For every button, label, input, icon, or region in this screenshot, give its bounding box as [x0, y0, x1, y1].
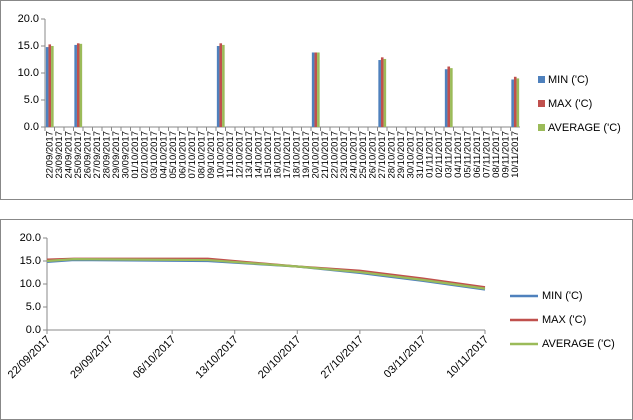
x-tick-label: 05/10/2017 — [168, 131, 179, 179]
bar — [380, 57, 384, 128]
x-tick-label: 26/10/2017 — [367, 131, 378, 179]
bar — [314, 52, 318, 128]
x-tick-label: 12/10/2017 — [234, 131, 245, 179]
x-tick-label: 30/09/2017 — [120, 131, 131, 179]
legend-label: MAX ('C) — [548, 98, 592, 110]
bar — [45, 47, 49, 127]
x-tick-label: 01/11/2017 — [424, 131, 435, 178]
x-tick-label: 04/10/2017 — [158, 131, 169, 179]
x-tick-label: 26/09/2017 — [82, 131, 93, 179]
x-tick-label: 16/10/2017 — [272, 131, 283, 179]
bar — [447, 66, 451, 127]
x-tick-label: 19/10/2017 — [301, 131, 312, 179]
x-tick-label: 11/10/2017 — [225, 131, 236, 178]
x-tick-label: 15/10/2017 — [263, 131, 274, 179]
x-tick-label: 13/10/2017 — [244, 131, 255, 179]
x-tick-label: 06/10/2017 — [177, 131, 188, 179]
x-tick-label: 08/11/2017 — [491, 131, 502, 178]
bar — [76, 43, 80, 127]
bar — [219, 43, 223, 127]
x-tick-label: 07/11/2017 — [481, 131, 492, 178]
x-tick-label: 23/09/2017 — [54, 131, 65, 179]
bar — [216, 46, 220, 127]
x-tick-label: 09/10/2017 — [206, 131, 217, 179]
x-tick-label: 03/11/2017 — [443, 131, 454, 178]
x-tick-label: 10/11/2017 — [510, 131, 521, 178]
y-tick-label: 15.0 — [20, 255, 41, 267]
y-tick-label: 10.0 — [20, 278, 41, 290]
bar — [311, 52, 315, 128]
bar — [450, 68, 453, 127]
x-tick-label: 29/10/2017 — [396, 131, 407, 179]
x-tick-label: 14/10/2017 — [253, 131, 264, 179]
x-tick-label: 29/09/2017 — [111, 131, 122, 179]
legend-label: MIN ('C) — [542, 290, 583, 302]
x-tick-label: 28/10/2017 — [386, 131, 397, 179]
bar — [51, 46, 54, 127]
y-tick-label: 0.0 — [24, 121, 39, 133]
x-tick-label: 04/11/2017 — [453, 131, 464, 178]
x-tick-label: 25/10/2017 — [358, 131, 369, 179]
x-tick-label: 20/10/2017 — [310, 131, 321, 179]
x-tick-label: 31/10/2017 — [415, 131, 426, 179]
bar — [516, 78, 520, 127]
line-series — [46, 258, 486, 290]
x-tick-label: 18/10/2017 — [291, 131, 302, 179]
x-tick-label: 23/10/2017 — [339, 131, 350, 179]
bar — [511, 79, 514, 127]
legend-swatch — [538, 100, 545, 107]
x-tick-label: 17/10/2017 — [282, 131, 293, 179]
legend-swatch — [538, 124, 545, 131]
bar — [378, 60, 381, 127]
legend-swatch — [538, 76, 545, 83]
x-tick-label: 30/10/2017 — [405, 131, 416, 179]
x-tick-label: 01/10/2017 — [130, 131, 141, 179]
y-tick-label: 20.0 — [18, 13, 39, 25]
x-tick-label: 24/09/2017 — [63, 131, 74, 179]
bar — [222, 44, 225, 127]
x-tick-label: 10/10/2017 — [215, 131, 226, 179]
bar — [513, 76, 517, 127]
legend-label: AVERAGE ('C) — [542, 338, 615, 350]
legend-label: MAX ('C) — [542, 314, 586, 326]
y-tick-label: 10.0 — [18, 67, 39, 79]
x-tick-label: 27/10/2017 — [377, 131, 388, 179]
x-tick-label: 24/10/2017 — [348, 131, 359, 179]
bar — [48, 44, 52, 127]
x-tick-label: 25/09/2017 — [73, 131, 84, 179]
x-tick-label: 22/10/2017 — [329, 131, 340, 179]
x-tick-label: 06/11/2017 — [472, 131, 483, 178]
legend-label: AVERAGE ('C) — [548, 122, 621, 134]
y-tick-label: 5.0 — [26, 301, 41, 313]
bar — [79, 43, 83, 128]
x-tick-label: 27/09/2017 — [92, 131, 103, 179]
x-tick-label: 03/10/2017 — [149, 131, 160, 179]
x-tick-label: 08/10/2017 — [196, 131, 207, 179]
x-tick-label: 09/11/2017 — [500, 131, 511, 178]
y-tick-label: 20.0 — [20, 232, 41, 244]
bar — [317, 52, 320, 128]
x-tick-label: 28/09/2017 — [101, 131, 112, 179]
x-tick-label: 05/11/2017 — [462, 131, 473, 178]
y-tick-label: 15.0 — [18, 40, 39, 52]
bar — [383, 58, 387, 127]
x-tick-label: 07/10/2017 — [187, 131, 198, 179]
y-tick-label: 5.0 — [24, 94, 39, 106]
y-tick-label: 0.0 — [26, 324, 41, 336]
bar — [74, 44, 77, 127]
x-tick-label: 22/09/2017 — [44, 131, 55, 179]
legend-label: MIN ('C) — [548, 74, 589, 86]
bar — [444, 69, 448, 127]
x-tick-label: 21/10/2017 — [320, 131, 331, 179]
x-tick-label: 02/11/2017 — [434, 131, 445, 178]
x-tick-label: 02/10/2017 — [139, 131, 150, 179]
